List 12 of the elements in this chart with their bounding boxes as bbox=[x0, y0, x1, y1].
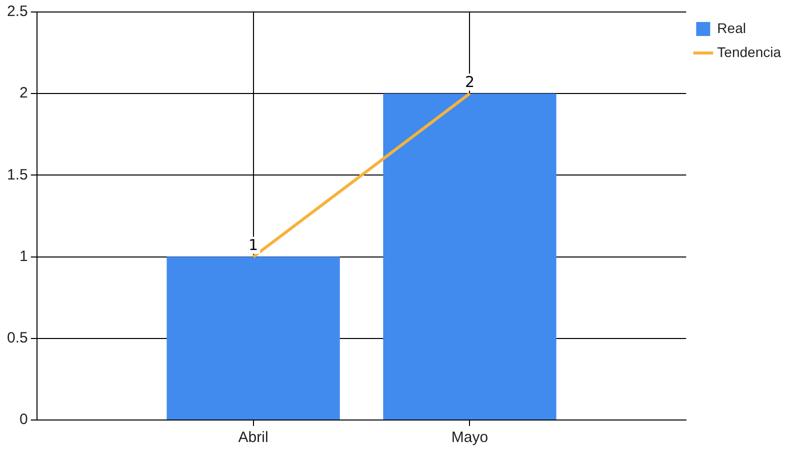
y-tick-label: 1 bbox=[20, 248, 28, 265]
y-tick-label: 0.5 bbox=[6, 330, 28, 347]
legend-label: Real bbox=[717, 20, 746, 36]
data-label: 1 bbox=[248, 236, 258, 254]
y-tick-label: 2.5 bbox=[6, 3, 28, 20]
x-tick-label: Mayo bbox=[451, 429, 488, 446]
x-tick-label: Abril bbox=[238, 429, 268, 446]
y-tick-label: 2 bbox=[20, 84, 28, 102]
y-tick-label: 1.5 bbox=[6, 166, 28, 184]
data-label: 2 bbox=[464, 72, 475, 91]
legend-label: Tendencia bbox=[717, 44, 782, 60]
y-tick-label: 0 bbox=[20, 411, 28, 428]
